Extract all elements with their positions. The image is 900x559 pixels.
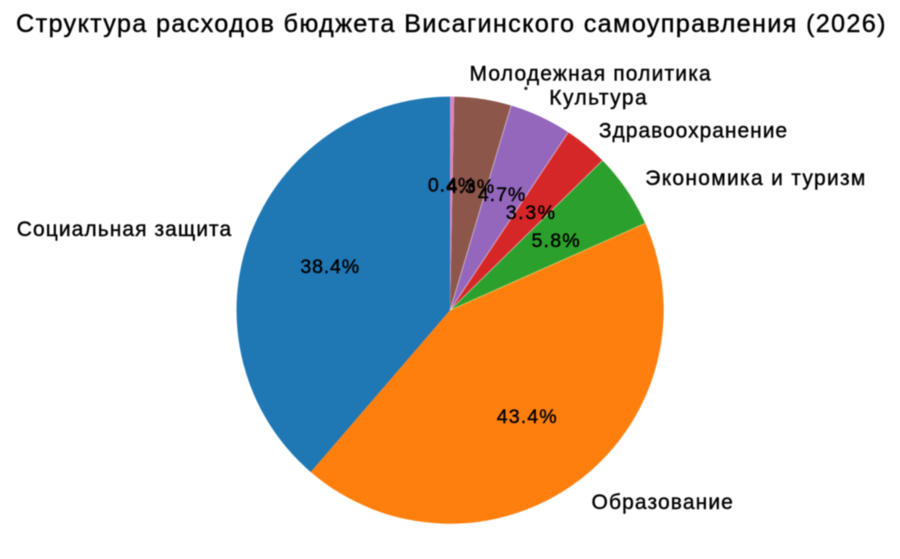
svg-text:Культура: Культура	[549, 87, 648, 110]
svg-text:Социальная защита: Социальная защита	[17, 218, 233, 241]
svg-text:Образование: Образование	[592, 491, 734, 514]
svg-text:4.7%: 4.7%	[478, 184, 526, 206]
svg-text:43.4%: 43.4%	[497, 406, 558, 428]
svg-text:Молодежная политика: Молодежная политика	[470, 63, 712, 86]
svg-text:Структура расходов бюджета Вис: Структура расходов бюджета Висагинского …	[16, 10, 887, 38]
svg-text:Здравоохранение: Здравоохранение	[599, 120, 788, 143]
svg-text:0.4%: 0.4%	[428, 175, 476, 197]
svg-text:Экономика и туризм: Экономика и туризм	[645, 167, 866, 190]
svg-text:3.3%: 3.3%	[506, 202, 557, 224]
svg-text:38.4%: 38.4%	[300, 256, 360, 278]
svg-text:4.3%: 4.3%	[447, 176, 495, 198]
svg-text:5.8%: 5.8%	[531, 230, 581, 252]
